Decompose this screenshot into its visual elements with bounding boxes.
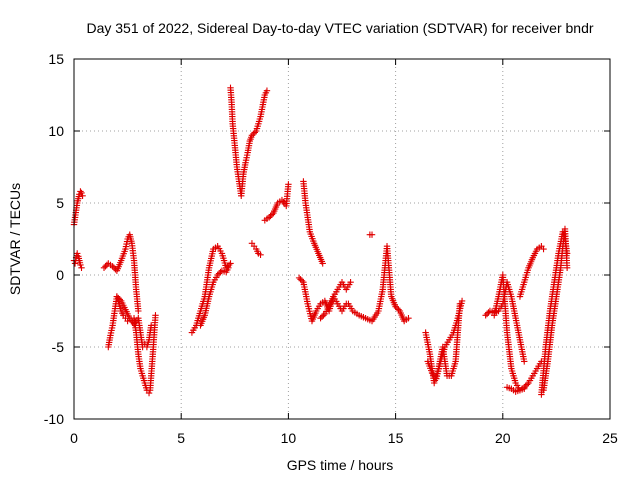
x-tick-label: 0 <box>70 430 78 446</box>
chart-title: Day 351 of 2022, Sidereal Day-to-day VTE… <box>86 20 593 36</box>
grid-lines <box>74 59 610 419</box>
data-point <box>248 132 256 139</box>
data-point <box>78 189 85 197</box>
series-seg11 <box>261 181 292 224</box>
data-point <box>110 264 118 271</box>
data-point <box>215 270 223 277</box>
data-point <box>250 130 257 138</box>
y-tick-label: -10 <box>44 411 64 427</box>
series-seg20 <box>491 271 545 394</box>
series-seg14 <box>317 293 350 322</box>
x-tick-label: 10 <box>281 430 297 446</box>
data-point <box>265 214 273 221</box>
data-point <box>263 87 271 94</box>
data-point <box>458 297 466 305</box>
data-point <box>393 304 401 312</box>
data-point <box>257 251 264 259</box>
data-point <box>268 211 276 218</box>
data-point <box>152 312 159 319</box>
data-point <box>227 260 234 267</box>
data-point <box>540 245 547 253</box>
data-point <box>482 312 489 319</box>
series-seg16 <box>345 243 412 325</box>
data-point <box>523 381 531 388</box>
data-point <box>77 188 84 195</box>
data-point <box>485 309 492 316</box>
data-point <box>563 264 571 271</box>
data-point <box>109 263 116 270</box>
data-point <box>521 385 528 392</box>
y-tick-label: 0 <box>56 267 64 283</box>
data-point <box>102 263 109 270</box>
data-point <box>319 260 326 267</box>
tick-labels: 0 5 10 15 20 25 -10 -5 0 5 10 15 <box>44 51 618 446</box>
x-tick-label: 20 <box>495 430 511 446</box>
x-tick-label: 15 <box>388 430 404 446</box>
series-seg24 <box>540 225 571 394</box>
data-point <box>395 306 402 313</box>
series-seg8 <box>197 264 232 329</box>
series-seg2 <box>70 188 86 228</box>
data-point <box>100 264 108 271</box>
data-point <box>225 264 232 271</box>
x-tick-label: 5 <box>177 430 185 446</box>
data-point <box>74 250 81 257</box>
y-tick-label: 15 <box>48 51 64 67</box>
y-tick-label: -5 <box>52 339 65 355</box>
series-seg10 <box>248 240 264 259</box>
series-seg9 <box>227 84 271 199</box>
data-point <box>78 264 85 271</box>
data-point <box>225 261 233 269</box>
y-tick-label: 5 <box>56 195 64 211</box>
data-point <box>79 192 86 199</box>
data-point <box>522 382 529 390</box>
series-seg4 <box>105 293 131 351</box>
data-point <box>145 389 153 397</box>
data-point <box>77 261 84 269</box>
y-axis-label: SDTVAR / TECUs <box>7 183 23 295</box>
series-seg13 <box>295 274 354 325</box>
series-seg12 <box>300 178 326 267</box>
data-point <box>320 312 327 319</box>
data-point <box>483 310 491 318</box>
data-point <box>267 212 274 220</box>
series-seg18 <box>424 297 466 382</box>
data-point <box>318 313 326 320</box>
data-point <box>115 294 122 302</box>
data-point <box>405 315 412 322</box>
plot-frame <box>73 58 611 420</box>
data-point <box>347 279 354 286</box>
data-point <box>297 276 304 283</box>
series-seg22 <box>503 384 528 395</box>
series-seg6 <box>130 312 159 397</box>
series-seg3 <box>100 231 142 315</box>
data-point <box>521 358 528 365</box>
series-seg1 <box>70 250 85 271</box>
data-point <box>113 293 121 300</box>
data-points <box>70 84 571 398</box>
y-tick-label: 10 <box>48 123 64 139</box>
data-point <box>116 296 123 303</box>
data-point <box>368 231 376 238</box>
data-point <box>295 274 303 282</box>
data-point <box>298 277 306 284</box>
data-point <box>251 129 259 136</box>
x-axis-label: GPS time / hours <box>287 457 394 473</box>
series-seg7 <box>188 243 234 336</box>
data-point <box>135 307 142 315</box>
series-seg21 <box>516 243 547 300</box>
data-point <box>214 271 221 279</box>
data-point <box>317 315 324 322</box>
series-seg15 <box>366 231 376 238</box>
data-point <box>285 181 292 188</box>
data-point <box>217 268 224 276</box>
x-tick-label: 25 <box>602 430 618 446</box>
data-point <box>392 303 399 310</box>
